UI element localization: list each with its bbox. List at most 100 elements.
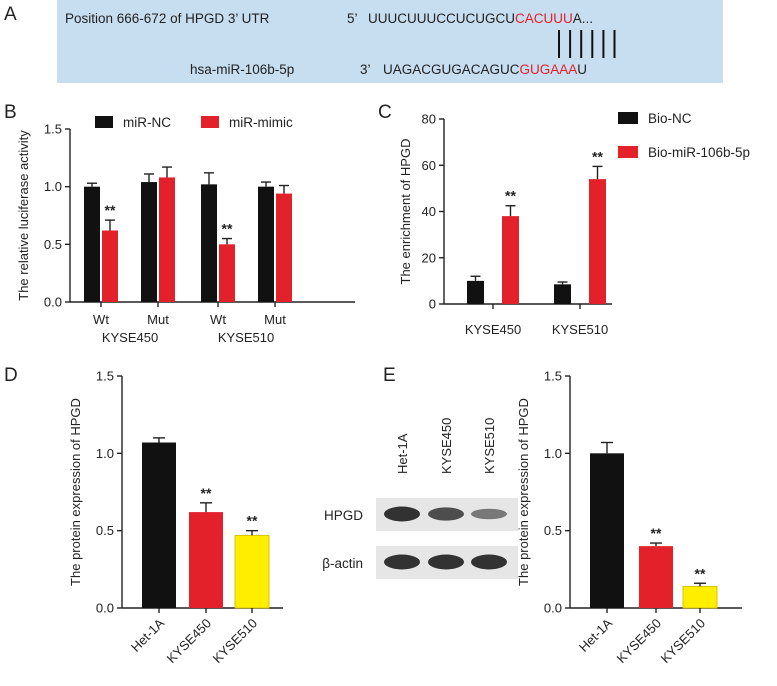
- bar-mir-nc: [201, 184, 217, 302]
- y-tick-label: 1.0: [544, 446, 562, 461]
- panel-letter-a: A: [4, 4, 17, 25]
- y-axis-title: The enrichment of HPGD: [398, 139, 413, 285]
- mirna-prime: 3’: [360, 62, 371, 77]
- blot-band: [471, 554, 507, 570]
- group-label: KYSE510: [218, 330, 274, 345]
- y-axis-title: The protein expression of HPGD: [68, 398, 83, 586]
- panel-letter-c: C: [378, 102, 392, 123]
- legend-swatch: [618, 146, 638, 158]
- blot-band: [384, 506, 420, 522]
- y-tick-label: 0.0: [544, 601, 562, 616]
- blot-row-label: β-actin: [322, 556, 363, 571]
- mirna-sequence: UAGACGUGACAGUCGUGAAAU: [383, 62, 587, 77]
- bar: [189, 512, 223, 608]
- significance-marker: **: [247, 513, 258, 529]
- blot-band: [428, 507, 464, 521]
- y-tick-label: 60: [422, 158, 436, 173]
- blot-lane-label: Het-1A: [395, 433, 410, 474]
- bar-mir-mimic: [102, 230, 118, 302]
- blot-lane-label: KYSE510: [482, 418, 497, 474]
- bar-mir-mimic: [219, 244, 235, 302]
- x-tick-label: KYSE510: [210, 616, 260, 666]
- mirna-seq-site: GUGAAA: [520, 62, 578, 77]
- significance-marker: **: [505, 188, 516, 204]
- bar-mir-mimic: [159, 177, 175, 302]
- y-tick-label: 0.0: [96, 601, 114, 616]
- blot-band: [471, 508, 507, 520]
- y-tick-label: 1.5: [44, 122, 62, 137]
- significance-marker: **: [105, 202, 116, 218]
- x-tick-label: KYSE510: [552, 322, 608, 337]
- bar: [142, 442, 176, 608]
- y-tick-label: 0.5: [544, 523, 562, 538]
- x-tick-label: KYSE450: [614, 616, 664, 666]
- bar-mir-nc: [258, 186, 274, 302]
- panel-a-alignment: Position 666-672 of HPGD 3’ UTR 5’ UUUCU…: [57, 0, 723, 83]
- y-axis-title: The protein expression of HPGD: [516, 398, 531, 586]
- y-tick-label: 1.0: [44, 179, 62, 194]
- chart-c-enrichment: 0 20 40 60 80 The enrichment of HPGD ** KYSE450…: [398, 111, 750, 337]
- blot-band: [384, 554, 420, 570]
- y-tick-label: 20: [422, 250, 436, 265]
- legend-label: miR-NC: [123, 115, 171, 130]
- utr-seq-site: CACUUU: [515, 11, 573, 26]
- blot-band: [428, 554, 464, 570]
- legend-swatch: [201, 116, 219, 128]
- panel-letter-d: D: [4, 365, 18, 386]
- bar: [234, 534, 270, 609]
- utr-seq-suffix: A...: [573, 11, 593, 26]
- x-tick-label: Wt: [210, 312, 226, 327]
- x-tick-label: Wt: [93, 312, 109, 327]
- x-tick-label: KYSE450: [164, 616, 214, 666]
- blot-lane-label: KYSE450: [439, 418, 454, 474]
- significance-marker: **: [695, 565, 706, 581]
- bar-bio-nc: [467, 280, 484, 304]
- utr-seq-prefix: UUUCUUUCCUCUGCU: [368, 11, 515, 26]
- panel-letter-b: B: [4, 102, 17, 123]
- utr-label: Position 666-672 of HPGD 3’ UTR: [65, 11, 270, 26]
- y-axis-title: The relative luciferase activity: [16, 130, 31, 301]
- bar-mir-nc: [141, 182, 157, 302]
- x-tick-label: KYSE450: [465, 322, 521, 337]
- alignment-banner: [57, 0, 723, 83]
- bar: [682, 585, 718, 609]
- x-tick-label: Mut: [264, 312, 286, 327]
- legend-swatch: [95, 116, 113, 128]
- significance-marker: **: [201, 485, 212, 501]
- x-tick-label: KYSE510: [658, 616, 708, 666]
- y-tick-label: 40: [422, 204, 436, 219]
- y-tick-label: 0.5: [44, 237, 62, 252]
- y-tick-label: 1.5: [96, 369, 114, 384]
- y-tick-label: 80: [422, 112, 436, 127]
- bar-mir-mimic: [276, 193, 292, 302]
- group-label: KYSE450: [102, 330, 158, 345]
- bar: [590, 453, 624, 608]
- mirna-seq-suffix: U: [577, 62, 587, 77]
- chart-b-luciferase: 0.0 0.5 1.0 1.5 The relative luciferase acti…: [16, 115, 355, 345]
- significance-marker: **: [651, 525, 662, 541]
- x-tick-label: Het-1A: [128, 615, 167, 654]
- y-tick-label: 1.0: [96, 446, 114, 461]
- western-blot: Het-1A KYSE450 KYSE510 HPGD β-actin: [322, 418, 518, 579]
- bar-bio-mir: [589, 179, 606, 304]
- panel-letter-e: E: [383, 365, 396, 386]
- bar-mir-nc: [84, 186, 100, 302]
- legend-label: Bio-miR-106b-5p: [648, 145, 750, 160]
- legend-label: miR-mimic: [229, 115, 293, 130]
- utr-prime: 5’: [347, 11, 358, 26]
- legend-label: Bio-NC: [648, 111, 692, 126]
- chart-e-protein-expression: 0.0 0.5 1.0 1.5 The protein expression of HP…: [516, 369, 742, 666]
- bar-bio-mir: [502, 216, 519, 304]
- mirna-label: hsa-miR-106b-5p: [190, 62, 294, 77]
- bar-bio-nc: [554, 284, 571, 304]
- bar: [639, 546, 673, 608]
- significance-marker: **: [222, 221, 233, 237]
- utr-sequence: UUUCUUUCCUCUGCUCACUUUA...: [368, 11, 593, 26]
- y-tick-label: 0.5: [96, 523, 114, 538]
- chart-d-protein-expression: 0.0 0.5 1.0 1.5 The protein expression of HP…: [68, 369, 283, 666]
- blot-row-label: HPGD: [324, 508, 363, 523]
- mirna-seq-prefix: UAGACGUGACAGUC: [383, 62, 520, 77]
- y-tick-label: 1.5: [544, 369, 562, 384]
- y-tick-label: 0.0: [44, 295, 62, 310]
